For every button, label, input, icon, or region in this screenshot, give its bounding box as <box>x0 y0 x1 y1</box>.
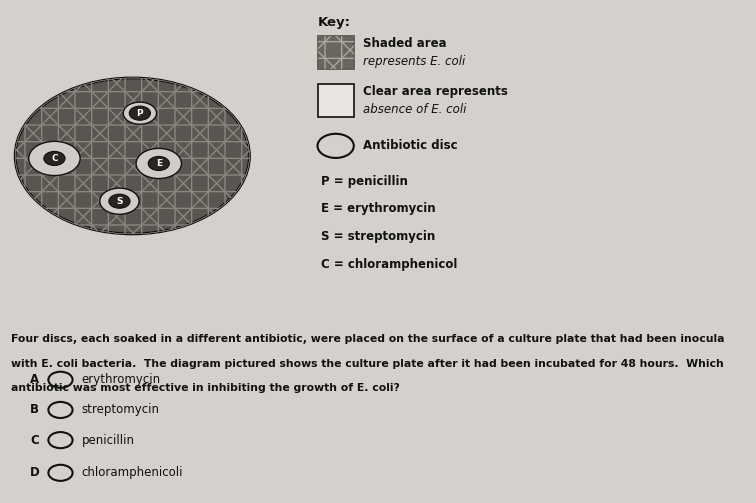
Circle shape <box>129 106 150 120</box>
Text: E: E <box>156 159 162 168</box>
Text: P = penicillin: P = penicillin <box>321 175 408 188</box>
Text: E = erythromycin: E = erythromycin <box>321 202 436 215</box>
Circle shape <box>148 156 169 171</box>
Text: P: P <box>137 109 143 118</box>
Text: Key:: Key: <box>318 16 351 29</box>
Text: C: C <box>30 434 39 447</box>
Text: C: C <box>51 154 57 163</box>
Text: erythromycin: erythromycin <box>82 373 161 386</box>
Text: A: A <box>30 373 39 386</box>
Text: B: B <box>30 403 39 416</box>
Text: streptomycin: streptomycin <box>82 403 160 416</box>
Text: antibiotic was most effective in inhibiting the growth of E. coli?: antibiotic was most effective in inhibit… <box>11 383 400 393</box>
Text: absence of E. coli: absence of E. coli <box>363 103 466 116</box>
Text: chloramphenicoli: chloramphenicoli <box>82 466 183 479</box>
Text: with E. coli bacteria.  The diagram pictured shows the culture plate after it ha: with E. coli bacteria. The diagram pictu… <box>11 359 724 369</box>
Text: S = streptomycin: S = streptomycin <box>321 230 435 243</box>
Text: represents E. coli: represents E. coli <box>363 55 465 68</box>
Text: Shaded area: Shaded area <box>363 37 447 50</box>
Bar <box>318 37 354 69</box>
Text: D: D <box>30 466 40 479</box>
Circle shape <box>123 102 156 124</box>
Bar <box>318 37 354 69</box>
Bar <box>318 37 354 69</box>
Bar <box>318 37 354 69</box>
Bar <box>318 85 354 117</box>
Circle shape <box>109 194 130 208</box>
Text: Clear area represents: Clear area represents <box>363 85 508 98</box>
Circle shape <box>100 188 139 214</box>
Bar <box>318 37 354 69</box>
Circle shape <box>136 148 181 179</box>
Text: penicillin: penicillin <box>82 434 135 447</box>
Circle shape <box>15 78 249 234</box>
Circle shape <box>29 141 80 176</box>
Text: Four discs, each soaked in a different antibiotic, were placed on the surface of: Four discs, each soaked in a different a… <box>11 334 725 345</box>
Text: S: S <box>116 197 122 206</box>
Text: C = chloramphenicol: C = chloramphenicol <box>321 258 457 271</box>
Text: Antibiotic disc: Antibiotic disc <box>363 139 457 152</box>
Circle shape <box>44 151 65 165</box>
